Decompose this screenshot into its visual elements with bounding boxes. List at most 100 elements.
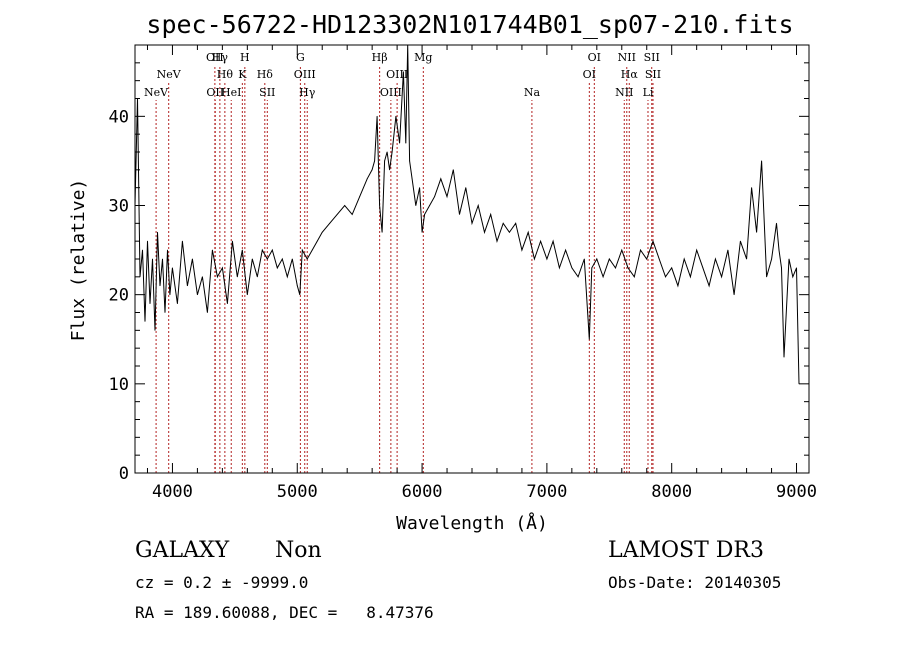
data-point (484, 231, 485, 233)
y-tick-label: 10 (109, 375, 129, 395)
data-point (389, 169, 391, 171)
data-point (182, 240, 183, 242)
data-point (792, 276, 794, 278)
data-point (781, 267, 782, 269)
data-point (299, 294, 301, 296)
spectrum-series (134, 44, 800, 385)
axis-ticks: 4000 5000 6000 7000 8000 9000 0 10 20 30 40 (109, 45, 817, 502)
line-label: HeI (221, 86, 241, 99)
data-point (646, 258, 648, 260)
data-point (152, 258, 153, 260)
line-label: Na (524, 86, 541, 99)
x-tick-label: 8000 (651, 482, 692, 502)
y-tick-label: 0 (119, 464, 129, 484)
data-point (172, 267, 173, 269)
data-point (677, 285, 679, 287)
data-point (751, 187, 752, 189)
data-point (733, 294, 735, 296)
data-point (540, 240, 542, 242)
object-subclass: Non (275, 538, 322, 563)
data-point (727, 249, 729, 251)
data-point (316, 240, 318, 242)
data-point (477, 205, 479, 206)
data-point (776, 222, 777, 224)
data-point (211, 249, 213, 251)
data-point (465, 187, 467, 189)
x-tick-label: 9000 (776, 482, 817, 502)
data-point (329, 222, 331, 224)
line-label: Hθ (217, 68, 234, 81)
survey-name: LAMOST DR3 (608, 538, 764, 563)
data-point (192, 258, 193, 260)
chart-title: spec-56722-HD123302N101744B01_sp07-210.f… (146, 10, 793, 39)
line-label: NII (615, 86, 633, 99)
y-tick-label: 40 (109, 107, 129, 127)
data-point (690, 276, 691, 278)
y-axis-label: Flux (relative) (68, 179, 89, 342)
data-point (154, 329, 156, 331)
data-point (321, 231, 323, 233)
data-point (202, 276, 203, 278)
line-label: H (240, 51, 250, 64)
data-point (386, 151, 388, 153)
data-point (271, 249, 273, 251)
line-label: Hδ (257, 68, 274, 81)
data-point (415, 205, 417, 206)
data-point (344, 205, 346, 206)
data-point (162, 258, 163, 260)
data-point (206, 312, 208, 313)
data-point (608, 258, 610, 260)
data-point (246, 294, 248, 296)
data-point (301, 249, 303, 251)
data-point (167, 249, 168, 251)
data-point (144, 321, 146, 322)
data-point (534, 258, 535, 260)
data-point (633, 276, 635, 278)
x-axis-label: Wavelength (Å) (396, 512, 548, 534)
data-point (395, 115, 397, 117)
data-point (147, 240, 148, 242)
data-point (591, 267, 593, 269)
data-point (241, 249, 243, 251)
data-point (384, 160, 386, 162)
redshift-cz: cz = 0.2 ± -9999.0 (135, 573, 309, 592)
data-point (276, 267, 278, 269)
data-point (266, 258, 268, 260)
data-point (721, 276, 723, 278)
data-point (446, 196, 448, 197)
data-point (197, 294, 198, 296)
data-point (256, 276, 258, 278)
data-point (602, 276, 604, 278)
coordinates: RA = 189.60088, DEC = 8.47376 (135, 603, 434, 622)
data-point (796, 267, 797, 269)
data-point (371, 169, 373, 171)
data-point (502, 222, 504, 224)
data-point (558, 267, 560, 269)
data-point (306, 258, 308, 260)
data-point (708, 285, 710, 287)
data-point (402, 71, 404, 73)
data-point (783, 356, 785, 358)
object-type: GALAXY (135, 538, 230, 563)
data-point (588, 338, 590, 340)
data-point (739, 240, 741, 242)
line-label: Hα (621, 68, 639, 81)
data-point (236, 276, 238, 278)
data-point (671, 267, 673, 269)
x-tick-label: 7000 (526, 482, 567, 502)
data-point (376, 115, 378, 117)
y-tick-label: 20 (109, 286, 129, 306)
data-point (411, 178, 413, 180)
data-point (459, 214, 460, 215)
data-point (771, 258, 772, 260)
data-point (296, 285, 298, 287)
data-point (251, 258, 253, 260)
data-point (565, 249, 567, 251)
data-point (221, 267, 223, 269)
data-point (399, 142, 401, 144)
line-label: SII (644, 51, 660, 64)
data-point (778, 249, 780, 251)
data-point (496, 240, 498, 242)
data-point (261, 249, 263, 251)
